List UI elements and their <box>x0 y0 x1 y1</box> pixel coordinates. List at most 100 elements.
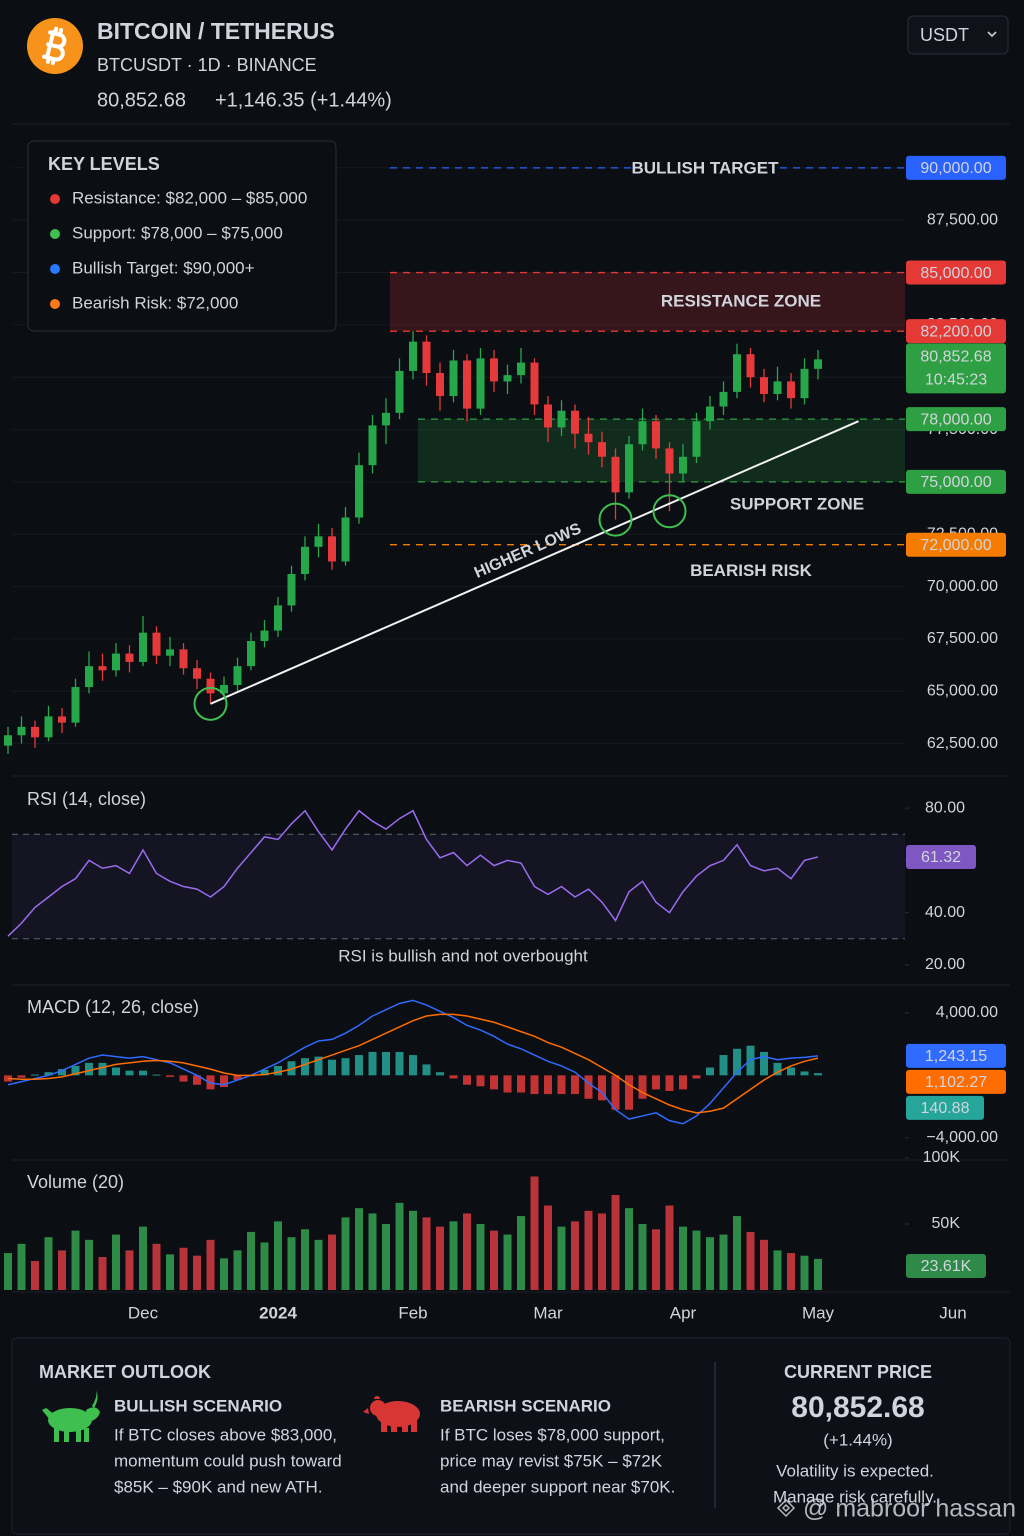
key-level-text: Bullish Target: $90,000+ <box>72 258 255 277</box>
volume-bar <box>98 1257 107 1290</box>
candle-body <box>98 666 107 671</box>
volume-bar <box>490 1230 498 1290</box>
dropdown-label[interactable]: USDT <box>920 25 969 45</box>
volume-bar <box>355 1208 363 1290</box>
x-tick-label: May <box>802 1303 835 1322</box>
volume-bar <box>112 1234 120 1290</box>
candle-body <box>341 517 350 562</box>
volume-bar <box>814 1258 822 1290</box>
candle-body <box>449 360 458 397</box>
hist-badge: 140.88 <box>921 1100 970 1117</box>
volume-bar <box>773 1250 782 1290</box>
macd-histogram-bar <box>98 1062 107 1076</box>
candle-body <box>314 536 323 547</box>
low-marker <box>193 686 228 721</box>
trendline <box>210 420 859 705</box>
price-overlays: Dec 2024 Feb Mar Apr May Jun 90,000.00 85,000.00… <box>128 155 1006 1322</box>
volume-bar <box>166 1254 174 1290</box>
candle-body <box>503 375 512 382</box>
macd-histogram-bar <box>17 1075 26 1078</box>
volume-bar <box>422 1217 431 1290</box>
candle-body <box>166 649 174 656</box>
candle-body <box>611 456 620 493</box>
candle-body <box>679 456 687 474</box>
low-marker <box>598 502 633 537</box>
macd-line <box>7 999 819 1125</box>
rsi-band <box>12 834 905 939</box>
level-badge: 85,000.00 <box>920 265 991 282</box>
x-tick-label: Jun <box>939 1303 966 1322</box>
candle-body <box>760 377 768 394</box>
dropdown-box[interactable] <box>907 15 1009 55</box>
y-tick-label: 50K <box>932 1215 961 1232</box>
volume-bar <box>679 1226 687 1290</box>
level-badge: 78,000.00 <box>920 411 991 428</box>
macd-histogram-bar <box>652 1075 660 1090</box>
candle-body <box>530 362 539 405</box>
header-change: +1,146.35 (+1.44%) <box>215 89 392 111</box>
volume-bar <box>44 1237 53 1290</box>
volume-bar <box>301 1229 309 1290</box>
candle-body <box>31 726 39 738</box>
macd-histogram-bar <box>44 1072 53 1076</box>
candle-body <box>355 465 363 518</box>
key-levels-frame <box>27 140 337 332</box>
macd-histogram-bar <box>260 1069 269 1076</box>
current-title: CURRENT PRICE <box>784 1362 932 1382</box>
watermark-icon <box>776 1498 796 1518</box>
candle-body <box>233 666 242 685</box>
candle-body <box>71 687 80 723</box>
macd-histogram-bar <box>422 1064 431 1076</box>
y-tick-label: 80.00 <box>925 799 965 816</box>
volume-bar <box>152 1243 161 1290</box>
key-level-dot <box>50 299 60 309</box>
candle-body <box>692 421 701 457</box>
last-price-badge <box>906 343 1006 394</box>
volume-bar <box>85 1239 93 1290</box>
volume-bar <box>193 1255 201 1290</box>
volume-bar <box>71 1230 80 1290</box>
watermark: @ mabroor hassan <box>776 1495 1016 1523</box>
currency-dropdown[interactable]: USDT <box>907 15 1009 55</box>
candle-body <box>422 341 431 374</box>
volume-bar <box>328 1234 336 1290</box>
zone <box>418 419 905 482</box>
volume-bar <box>760 1239 768 1290</box>
candle-body <box>665 448 674 474</box>
candle-body <box>463 360 471 409</box>
macd-histogram-bar <box>125 1070 134 1076</box>
x-tick-label: Feb <box>398 1303 427 1322</box>
header-price: 80,852.68 <box>97 89 186 111</box>
macd-histogram-bar <box>368 1051 377 1076</box>
candle-body <box>476 358 485 409</box>
last-price: 80,852.68 <box>920 349 991 366</box>
current-note: Manage risk carefully. <box>773 1487 937 1506</box>
volume-bar <box>476 1224 485 1290</box>
dropdown-chevron[interactable] <box>987 31 997 38</box>
x-tick-label: Apr <box>670 1303 697 1322</box>
last-time: 10:45:23 <box>925 372 987 389</box>
rsi-badge-bg <box>906 844 976 869</box>
macd-histogram-bar <box>449 1075 458 1079</box>
volume-bar <box>652 1229 660 1290</box>
macd-histogram-bar <box>490 1075 498 1090</box>
bear-line: and deeper support near $70K. <box>440 1477 675 1496</box>
rsi-annotation: RSI is bullish and not overbought <box>338 946 588 965</box>
level-badge-bg <box>906 319 1006 344</box>
volume-bar <box>382 1224 390 1290</box>
volume-bar <box>314 1239 323 1290</box>
candle-body <box>571 410 579 434</box>
macd-histogram-bar <box>382 1051 390 1076</box>
macd-badge: 1,243.15 <box>925 1048 987 1065</box>
macd-histogram-bar <box>530 1075 539 1095</box>
volume-bar <box>719 1234 728 1290</box>
macd-histogram-bar <box>571 1075 579 1095</box>
volume-bar <box>530 1176 539 1290</box>
bear-line: price may revist $75K – $72K <box>440 1451 663 1470</box>
candle-body <box>274 605 282 631</box>
volume-bar <box>4 1253 12 1290</box>
macd-histogram-bar <box>760 1051 768 1076</box>
macd-histogram-bar <box>517 1075 525 1093</box>
candle-body <box>328 536 336 562</box>
candle-body <box>773 381 782 394</box>
